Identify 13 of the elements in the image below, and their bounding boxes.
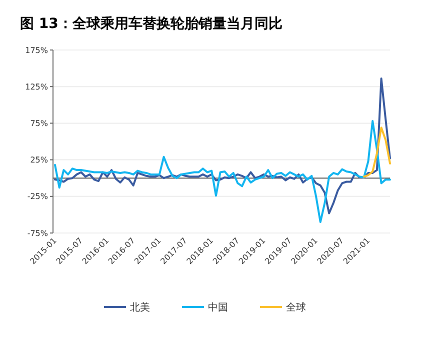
legend-label: 全球 <box>286 302 306 314</box>
legend-label: 北美 <box>130 302 150 314</box>
line-series <box>54 78 391 214</box>
chart-title: 图 13：全球乘用车替换轮胎销量当月同比 <box>20 15 282 32</box>
y-tick-label: 25% <box>30 156 48 165</box>
y-tick-label: 175% <box>25 46 48 55</box>
legend-label: 中国 <box>208 302 228 314</box>
line-series <box>54 120 391 224</box>
y-tick-label: 75% <box>30 119 48 128</box>
line-series <box>362 126 391 178</box>
y-tick-label: -25% <box>27 192 48 202</box>
y-tick-label: -75% <box>27 228 48 238</box>
y-tick-label: 125% <box>25 82 48 92</box>
